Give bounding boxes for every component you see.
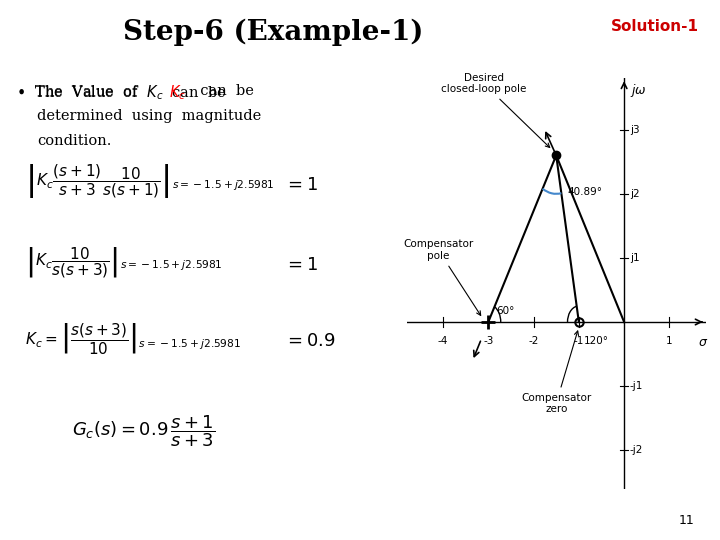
Text: -2: -2	[528, 336, 539, 346]
Text: Step-6 (Example-1): Step-6 (Example-1)	[123, 19, 424, 46]
Text: -1: -1	[574, 336, 584, 346]
Text: 11: 11	[679, 514, 695, 526]
Text: condition.: condition.	[37, 134, 112, 149]
Text: -j2: -j2	[630, 445, 644, 455]
Text: $K_c$: $K_c$	[169, 84, 186, 103]
Text: $K_c = \left|\dfrac{s(s+3)}{10}\right|_{s=-1.5+j2.5981}$: $K_c = \left|\dfrac{s(s+3)}{10}\right|_{…	[25, 321, 241, 357]
Text: j3: j3	[630, 125, 639, 134]
Text: $\left|K_c \dfrac{(s+1)}{s+3} \dfrac{10}{s(s+1)}\right|_{s=-1.5+j2.5981}$: $\left|K_c \dfrac{(s+1)}{s+3} \dfrac{10}…	[25, 162, 275, 201]
Text: 1: 1	[666, 336, 672, 346]
Text: $G_c(s) = 0.9\,\dfrac{s+1}{s+3}$: $G_c(s) = 0.9\,\dfrac{s+1}{s+3}$	[72, 413, 215, 449]
Text: -3: -3	[483, 336, 493, 346]
Text: Desired
closed-loop pole: Desired closed-loop pole	[441, 73, 549, 147]
Text: $\bullet$  The  Value  of  $K_c$  can  be: $\bullet$ The Value of $K_c$ can be	[16, 84, 226, 103]
Text: 60°: 60°	[497, 306, 515, 316]
Text: 40.89°: 40.89°	[567, 187, 603, 197]
Text: $\sigma$: $\sigma$	[698, 336, 708, 349]
Text: -j1: -j1	[630, 381, 644, 391]
Text: $\bullet$  The  Value  of: $\bullet$ The Value of	[16, 84, 143, 99]
Text: $= 0.9$: $= 0.9$	[284, 332, 336, 350]
Text: $= 1$: $= 1$	[284, 256, 318, 274]
Text: Compensator
pole: Compensator pole	[403, 239, 481, 315]
Text: -4: -4	[438, 336, 449, 346]
Text: determined  using  magnitude: determined using magnitude	[37, 109, 261, 123]
Text: can  be: can be	[191, 84, 253, 98]
Text: Compensator
zero: Compensator zero	[521, 331, 591, 414]
Text: 120°: 120°	[584, 336, 609, 347]
Text: $j\omega$: $j\omega$	[629, 82, 647, 98]
Text: Solution-1: Solution-1	[611, 19, 698, 34]
Text: j2: j2	[630, 188, 639, 199]
Text: $= 1$: $= 1$	[284, 176, 318, 193]
Text: j1: j1	[630, 253, 639, 263]
Text: $\left|K_c \dfrac{10}{s(s+3)}\right|_{s=-1.5+j2.5981}$: $\left|K_c \dfrac{10}{s(s+3)}\right|_{s=…	[25, 246, 222, 280]
